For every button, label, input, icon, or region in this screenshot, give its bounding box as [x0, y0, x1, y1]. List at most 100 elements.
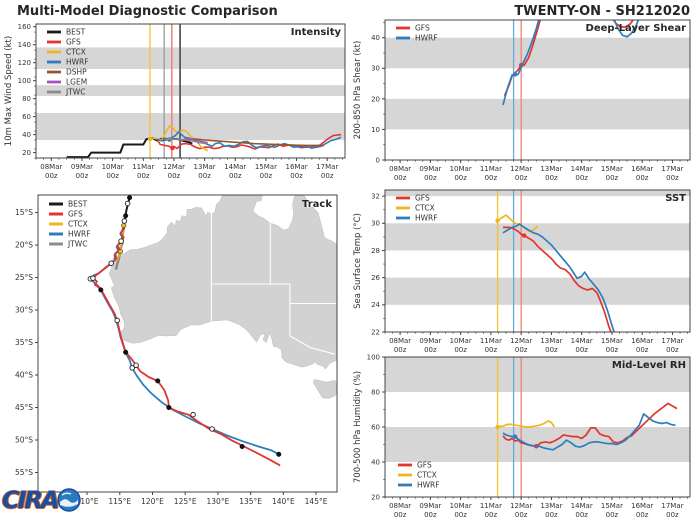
- series-marker-ctcx: [495, 218, 500, 223]
- x-tick-label: 09Mar: [419, 502, 441, 510]
- legend-label-ctcx: CTCX: [66, 48, 86, 57]
- x-tick-sublabel: 00z: [545, 346, 558, 354]
- series-line-hwrf: [502, 20, 540, 106]
- x-tick-label: 12Mar: [510, 502, 532, 510]
- legend-label-hwrf: HWRF: [415, 214, 438, 223]
- series-line-lgem: [179, 137, 208, 144]
- x-tick-sublabel: 00z: [394, 174, 407, 182]
- x-tick-label: 14Mar: [571, 165, 593, 173]
- x-tick-sublabel: 00z: [229, 172, 242, 180]
- lon-tick-label: 135°E: [239, 497, 262, 506]
- legend-label-hwrf: HWRF: [417, 481, 440, 490]
- y-tick-label: 140: [18, 41, 31, 49]
- panel-sst: 22242628303208Mar00z09Mar00z10Mar00z11Ma…: [353, 189, 691, 354]
- panel-corner-label: Mid-Level RH: [612, 360, 686, 371]
- lat-tick-label: 35°S: [15, 338, 33, 347]
- track-line-ctcx: [116, 225, 125, 261]
- x-tick-label: 10Mar: [450, 337, 472, 345]
- lat-tick-label: 45°S: [15, 403, 33, 412]
- x-tick-label: 09Mar: [419, 337, 441, 345]
- x-tick-label: 12Mar: [510, 337, 532, 345]
- panel-rh: 2040608010008Mar00z09Mar00z10Mar00z11Mar…: [353, 353, 691, 519]
- x-tick-label: 13Mar: [540, 337, 562, 345]
- y-tick-label: 24: [371, 301, 380, 309]
- x-tick-sublabel: 00z: [454, 174, 467, 182]
- legend-label-hwrf: HWRF: [415, 34, 438, 43]
- land-polygon: [313, 379, 337, 399]
- x-tick-label: 10Mar: [450, 165, 472, 173]
- x-tick-label: 08Mar: [389, 337, 411, 345]
- lon-tick-label: 145°E: [305, 497, 328, 506]
- lat-tick-label: 55°S: [15, 468, 33, 477]
- series-line-hwrf: [156, 131, 342, 149]
- series-line-hwrf: [613, 20, 640, 38]
- y-tick-label: 40: [22, 131, 31, 139]
- lat-tick-label: 40°S: [15, 371, 33, 380]
- track-marker-00z: [239, 443, 245, 450]
- x-tick-sublabel: 00z: [424, 511, 437, 519]
- lat-tick-label: 50°S: [15, 436, 33, 445]
- legend-label-hwrf: HWRF: [68, 230, 91, 239]
- track-marker-12z: [121, 218, 128, 224]
- y-axis-title: 700-500 hPa Humidity (%): [353, 371, 363, 483]
- y-tick-label: 30: [371, 65, 380, 73]
- lon-tick-label: 120°E: [141, 497, 164, 506]
- y-tick-label: 160: [18, 23, 31, 31]
- x-tick-label: 14Mar: [571, 502, 593, 510]
- track-marker-12z: [108, 260, 115, 266]
- legend-label-gfs: GFS: [415, 24, 430, 33]
- track-marker-00z: [155, 378, 161, 384]
- y-tick-label: 80: [371, 388, 380, 396]
- y-tick-label: 32: [371, 193, 380, 201]
- x-tick-label: 16Mar: [631, 337, 653, 345]
- panel-corner-label: Deep-Layer Shear: [586, 23, 687, 34]
- x-tick-sublabel: 00z: [454, 511, 467, 519]
- track-marker-00z: [121, 222, 127, 229]
- x-tick-sublabel: 00z: [394, 346, 407, 354]
- track-marker-12z: [133, 362, 139, 369]
- plot-area-intensity: [36, 24, 345, 158]
- series-marker-gfs: [521, 233, 527, 238]
- track-marker-12z: [114, 317, 120, 324]
- series-line-hwrf: [502, 413, 676, 451]
- lon-tick-label: 105°E: [43, 497, 66, 506]
- lon-tick-label: 125°E: [174, 497, 197, 506]
- x-tick-label: 11Mar: [132, 163, 154, 171]
- legend-label-gfs: GFS: [415, 194, 430, 203]
- x-tick-sublabel: 00z: [198, 172, 211, 180]
- track-marker-00z: [276, 451, 282, 457]
- x-tick-label: 17Mar: [661, 337, 683, 345]
- x-tick-label: 16Mar: [631, 502, 653, 510]
- x-tick-sublabel: 00z: [575, 174, 588, 182]
- series-marker-hwrf: [512, 72, 518, 77]
- x-tick-label: 17Mar: [316, 163, 338, 171]
- x-tick-sublabel: 00z: [515, 511, 528, 519]
- x-tick-sublabel: 00z: [666, 511, 679, 519]
- x-tick-sublabel: 00z: [515, 346, 528, 354]
- x-tick-label: 09Mar: [419, 165, 441, 173]
- y-tick-label: 100: [367, 353, 380, 361]
- figure-title: Multi-Model Diagnostic Comparison: [17, 4, 278, 19]
- y-tick-label: 22: [371, 328, 380, 336]
- series-line-dshp: [179, 138, 325, 147]
- y-tick-label: 100: [18, 77, 31, 85]
- plot-area-shear: [385, 20, 690, 160]
- land-polygon: [108, 195, 337, 370]
- legend-label-ctcx: CTCX: [415, 204, 435, 213]
- x-tick-sublabel: 00z: [606, 346, 619, 354]
- panel-corner-label: Track: [302, 199, 332, 210]
- series-marker-ctcx: [147, 136, 153, 142]
- category-band: [385, 277, 690, 305]
- x-tick-sublabel: 00z: [485, 346, 498, 354]
- x-tick-label: 12Mar: [163, 163, 185, 171]
- legend-label-gfs: GFS: [417, 461, 432, 470]
- x-tick-sublabel: 00z: [545, 174, 558, 182]
- legend-label-gfs: GFS: [66, 38, 81, 47]
- legend-label-best: BEST: [66, 28, 86, 37]
- y-tick-label: 0: [376, 156, 380, 164]
- track-marker-12z: [190, 411, 196, 418]
- lon-tick-label: 110°E: [76, 497, 99, 506]
- x-tick-label: 09Mar: [71, 163, 93, 171]
- track-marker-00z: [123, 213, 129, 219]
- legend-label-jtwc: JTWC: [67, 240, 87, 249]
